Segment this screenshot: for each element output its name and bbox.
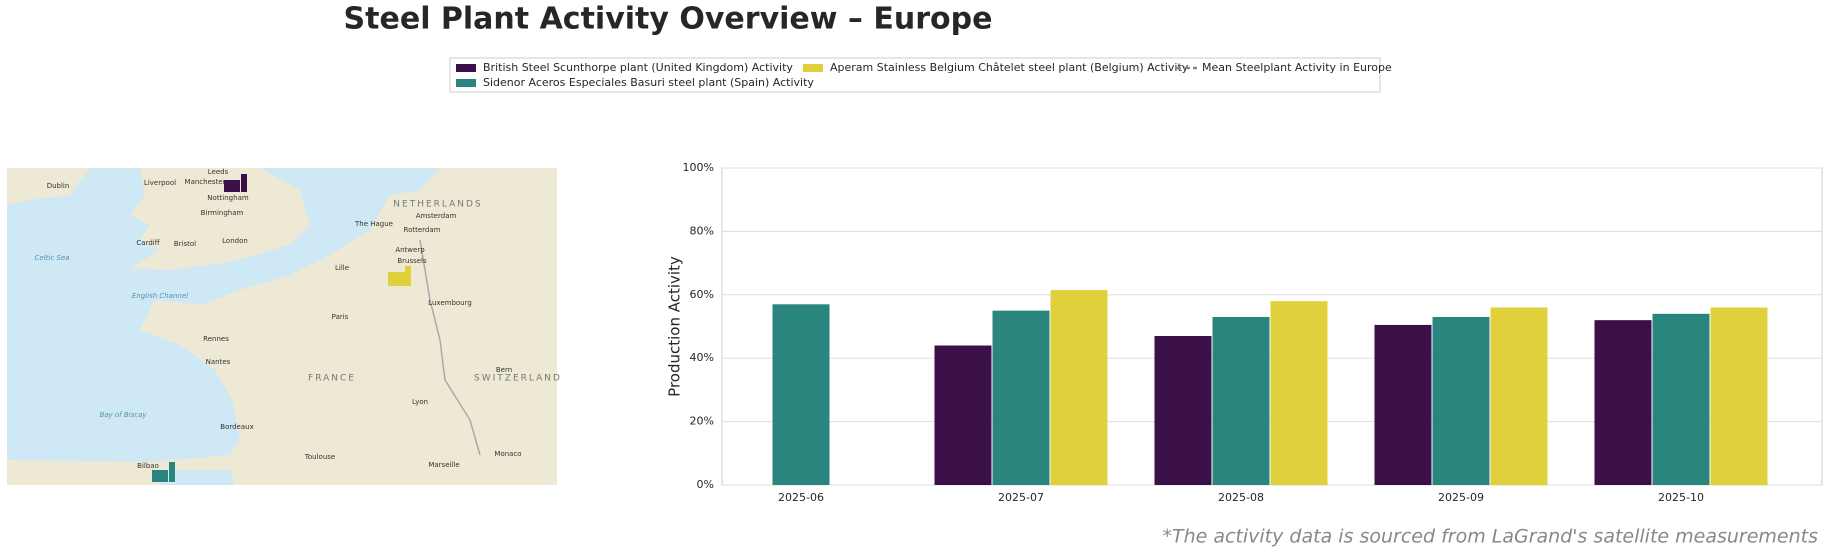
map-label: Monaco — [494, 450, 521, 458]
ireland — [7, 168, 90, 205]
chart-title: Steel Plant Activity Overview – Europe — [344, 2, 993, 37]
bar — [1270, 301, 1328, 485]
legend-box — [449, 57, 1381, 93]
map-label: London — [222, 237, 248, 245]
map-label: Lyon — [412, 398, 428, 406]
x-tick-label: 2025-09 — [1438, 491, 1484, 504]
map-label: Bay of Biscay — [99, 411, 147, 419]
plant-marker — [152, 462, 175, 482]
map-label: NETHERLANDS — [393, 200, 482, 210]
map-label: Birmingham — [201, 209, 244, 217]
x-tick-label: 2025-07 — [998, 491, 1044, 504]
map-label: Marseille — [428, 461, 459, 469]
y-tick-label: 80% — [690, 224, 714, 237]
map-label: Lille — [335, 264, 349, 272]
map-label: Dublin — [47, 182, 70, 190]
map-label: Toulouse — [304, 453, 335, 461]
map-label: Rennes — [203, 335, 229, 343]
legend-swatch — [456, 79, 476, 87]
legend-swatch — [456, 64, 476, 72]
bar — [934, 345, 992, 485]
map-label: Luxembourg — [428, 299, 472, 307]
map-label: Paris — [332, 313, 349, 321]
map-label: FRANCE — [308, 374, 356, 384]
bar — [1594, 320, 1652, 485]
legend-label: Mean Steelplant Activity in Europe — [1202, 61, 1392, 74]
legend-label: British Steel Scunthorpe plant (United K… — [483, 61, 793, 74]
y-tick-label: 100% — [683, 161, 714, 174]
britain — [130, 168, 310, 270]
map-label: Cardiff — [136, 239, 159, 247]
x-tick-label: 2025-06 — [778, 491, 824, 504]
border — [419, 239, 481, 456]
bar — [992, 310, 1050, 485]
map-label: SWITZERLAND — [474, 374, 562, 384]
map-label: Bilbao — [137, 462, 159, 470]
map-label: Nantes — [206, 358, 231, 366]
map-label: Celtic Sea — [35, 254, 70, 262]
map-label: Liverpool — [144, 179, 176, 187]
legend-label: Aperam Stainless Belgium Châtelet steel … — [830, 61, 1189, 74]
map-label: Manchester — [185, 178, 226, 186]
map-label: Rotterdam — [404, 226, 441, 234]
map: Dublin Liverpool Manchester Leeds Nottingham… — [7, 168, 562, 485]
y-tick-label: 20% — [690, 415, 714, 428]
map-label: Bordeaux — [220, 423, 253, 431]
bar — [1374, 324, 1432, 485]
y-tick-label: 40% — [690, 351, 714, 364]
y-tick-label: 60% — [690, 288, 714, 301]
bar — [1652, 313, 1710, 485]
legend-swatch — [803, 64, 823, 72]
plant-marker — [224, 174, 247, 192]
y-tick-label: 0% — [697, 478, 714, 491]
map-label: The Hague — [354, 220, 393, 228]
map-label: Antwerp — [395, 246, 425, 254]
bar — [1432, 316, 1490, 485]
bar — [772, 304, 830, 485]
map-label: English Channel — [132, 292, 188, 300]
bar — [1212, 316, 1270, 485]
legend-label: Sidenor Aceros Especiales Basuri steel p… — [483, 76, 814, 89]
footnote: *The activity data is sourced from LaGra… — [1162, 526, 1818, 548]
bar — [1050, 290, 1108, 485]
bar — [1710, 307, 1768, 485]
bar — [1490, 307, 1548, 485]
spain — [7, 460, 160, 485]
bar — [1154, 336, 1212, 485]
x-tick-label: 2025-08 — [1218, 491, 1264, 504]
x-tick-label: 2025-10 — [1658, 491, 1704, 504]
y-axis-label: Production Activity — [666, 256, 684, 397]
map-label: Leeds — [208, 168, 229, 176]
map-label: Nottingham — [207, 194, 249, 202]
map-label: Bristol — [174, 240, 196, 248]
plant-marker — [388, 266, 411, 286]
map-label: Bern — [496, 366, 512, 374]
map-label: Amsterdam — [416, 212, 457, 220]
continent — [140, 168, 557, 485]
map-label: Brussels — [397, 257, 427, 265]
